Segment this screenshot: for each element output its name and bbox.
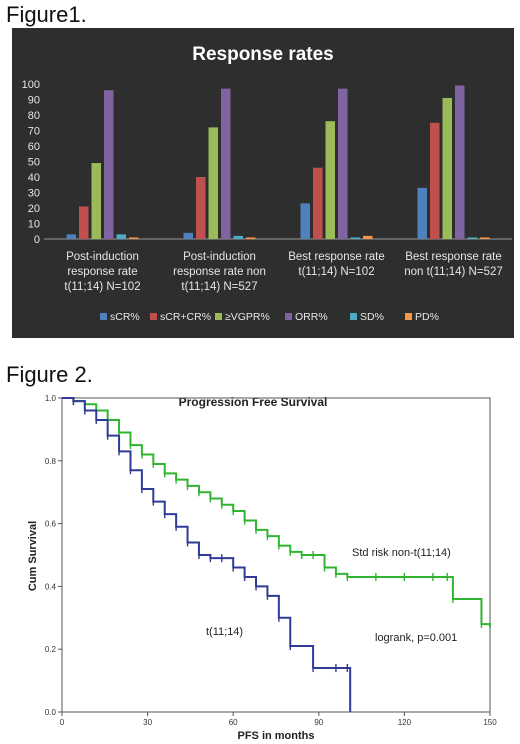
chart1-category-label: Post-induction <box>183 251 256 263</box>
legend-swatch <box>285 313 292 320</box>
chart1-title: Response rates <box>192 44 334 65</box>
bar-sCRCR-0 <box>79 206 89 239</box>
chart2-xtick-label: 120 <box>398 718 412 727</box>
bar-sCRCR-1 <box>196 177 206 239</box>
legend-label: PD% <box>415 311 439 323</box>
bar-ORR-3 <box>455 85 465 239</box>
annotation-t1114: t(11;14) <box>206 626 243 638</box>
chart2-xtick-label: 30 <box>143 718 152 727</box>
chart1-ytick-label: 90 <box>28 95 40 107</box>
chart1-ytick-label: 60 <box>28 141 40 153</box>
bar-SD-2 <box>350 237 360 239</box>
chart2-xtick-label: 90 <box>314 718 323 727</box>
chart2-xtick-label: 0 <box>60 718 65 727</box>
response-rates-chart: Response rates 0 10 20 30 40 50 60 70 80 90 100 Po… <box>12 28 514 338</box>
legend-label: ≥VGPR% <box>225 311 270 323</box>
chart1-category-label: t(11;14) N=102 <box>298 266 374 278</box>
bar-SD-3 <box>467 237 477 239</box>
legend-swatch <box>215 313 222 320</box>
chart2-ytick-label: 1.0 <box>45 394 57 403</box>
bar-ORR-2 <box>338 88 348 240</box>
bar-sCR-2 <box>300 203 310 239</box>
chart2-title: Progression Free Survival <box>179 395 328 409</box>
chart2-ytick-label: 0.0 <box>45 708 57 717</box>
chart1-category-label: t(11;14) N=527 <box>181 281 257 293</box>
chart1-ytick-label: 80 <box>28 110 40 122</box>
chart1-ytick-label: 50 <box>28 157 40 169</box>
bar-VGPR-0 <box>91 163 101 239</box>
bar-PD-1 <box>246 237 256 239</box>
bar-PD-3 <box>480 237 490 239</box>
bar-ORR-1 <box>221 88 231 240</box>
legend-swatch <box>350 313 357 320</box>
chart1-category-label: t(11;14) N=102 <box>64 281 140 293</box>
chart1-ytick-label: 20 <box>28 203 40 215</box>
chart1-category-labels: Post-induction response rate t(11;14) N=10… <box>64 251 502 293</box>
chart1-legend: sCR% sCR+CR% ≥VGPR% ORR% SD% PD% <box>100 311 439 323</box>
chart2-plot-frame <box>61 397 491 713</box>
chart1-category-label: response rate non <box>173 266 266 278</box>
chart2-ylabel: Cum Survival <box>27 521 39 591</box>
bar-VGPR-1 <box>208 127 218 239</box>
figure2-label: Figure 2. <box>6 362 93 387</box>
annotation-std-risk: Std risk non-t(11;14) <box>352 547 451 559</box>
chart1-ytick-label: 70 <box>28 126 40 138</box>
chart1-category-label: non t(11;14) N=527 <box>404 266 503 278</box>
bar-SD-0 <box>116 234 126 239</box>
legend-label: ORR% <box>295 311 328 323</box>
annotation-logrank: logrank, p=0.001 <box>375 632 457 644</box>
bar-VGPR-3 <box>442 97 452 239</box>
chart1-category-label: response rate <box>67 266 137 278</box>
chart1-category-label: Post-induction <box>66 251 139 263</box>
chart1-category-label: Best response rate <box>405 251 502 263</box>
bar-SD-1 <box>233 235 243 239</box>
legend-label: sCR% <box>110 311 140 323</box>
bar-ORR-0 <box>104 90 114 239</box>
chart1-ytick-label: 100 <box>22 79 40 91</box>
chart1-bars <box>66 85 490 240</box>
legend-label: SD% <box>360 311 384 323</box>
legend-label: sCR+CR% <box>160 311 211 323</box>
chart1-ytick-label: 10 <box>28 219 40 231</box>
chart2-xtick-label: 60 <box>229 718 238 727</box>
bar-sCR-1 <box>183 232 193 239</box>
legend-swatch <box>405 313 412 320</box>
chart2-ytick-label: 0.4 <box>45 582 57 591</box>
chart1-ytick-label: 40 <box>28 172 40 184</box>
legend-swatch <box>150 313 157 320</box>
chart2-axis: 0 30 60 90 120 150 0.0 0.2 0.4 0.6 0.8 1.0 <box>45 394 497 727</box>
chart2-ytick-label: 0.2 <box>45 645 57 654</box>
bar-PD-2 <box>363 235 373 239</box>
bar-sCR-0 <box>66 234 76 239</box>
bar-sCRCR-2 <box>313 167 323 239</box>
chart2-lines <box>62 397 491 712</box>
bar-sCRCR-3 <box>430 122 440 239</box>
chart1-category-label: Best response rate <box>288 251 385 263</box>
legend-swatch <box>100 313 107 320</box>
chart2-ytick-label: 0.8 <box>45 457 57 466</box>
figure1-label: Figure1. <box>6 2 87 27</box>
bar-VGPR-2 <box>325 121 335 239</box>
curve-t1114 <box>62 397 352 712</box>
bar-sCR-3 <box>417 187 427 239</box>
chart2-xtick-label: 150 <box>483 718 497 727</box>
curve-std-risk <box>62 397 491 628</box>
chart2-xlabel: PFS in months <box>238 730 315 742</box>
chart2-ytick-label: 0.6 <box>45 520 57 529</box>
chart1-axis: 0 10 20 30 40 50 60 70 80 90 100 <box>22 79 512 246</box>
chart1-ytick-label: 30 <box>28 188 40 200</box>
bar-PD-0 <box>129 237 139 239</box>
chart1-ytick-label: 0 <box>34 234 40 246</box>
